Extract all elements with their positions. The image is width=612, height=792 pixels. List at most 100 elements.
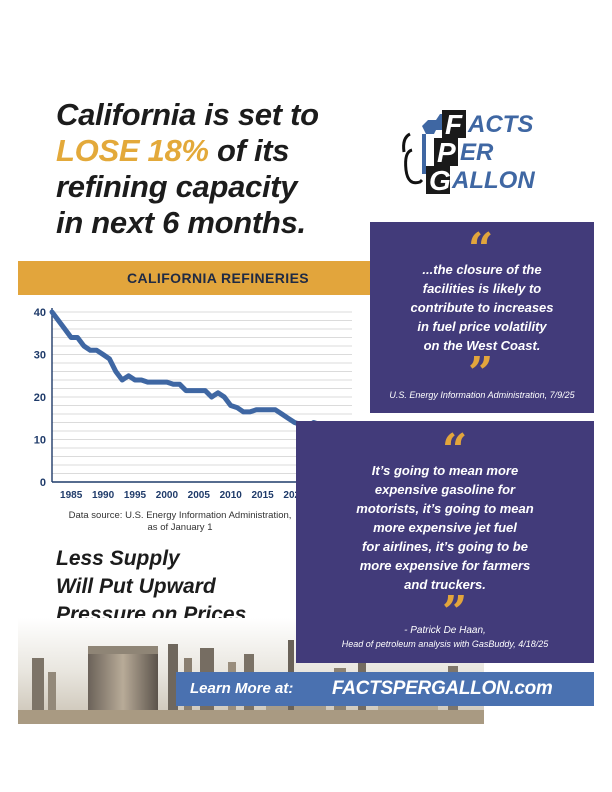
chart-data-point (280, 412, 283, 416)
logo-initial-p: P (437, 137, 456, 168)
chart-data-point (76, 336, 79, 339)
chart-x-tick-label: 2000 (156, 490, 179, 501)
chart-series-line (49, 309, 329, 434)
quote2-line: more expensive jet fuel (373, 520, 517, 535)
logo-word-per: ER (460, 139, 494, 166)
chart-data-point (184, 389, 188, 392)
chart-data-point (121, 378, 124, 382)
facts-per-gallon-logo: F ACTS P ER G ALLON (402, 109, 535, 194)
chart-data-point (114, 370, 118, 373)
chart-data-point (229, 404, 232, 407)
quote1-line: in fuel price volatility (417, 319, 547, 334)
chart-data-point (133, 378, 137, 382)
chart-data-point (255, 408, 258, 411)
chart-data-point (216, 391, 220, 394)
chart-data-point (293, 421, 296, 424)
chart-data-point (274, 408, 277, 411)
chart-title: CALIFORNIA REFINERIES (126, 270, 310, 286)
chart-data-point (248, 410, 252, 414)
chart-title-band: CALIFORNIA REFINERIES (18, 261, 370, 295)
headline-highlight: LOSE 18% (56, 133, 209, 168)
logo-word-facts: ACTS (467, 111, 533, 138)
chart-data-point (235, 406, 239, 409)
quote2-line: motorists, it’s going to mean (356, 501, 534, 516)
fuel-nozzle-icon (402, 114, 442, 185)
quote2-line: and truckers. (404, 577, 486, 592)
chart-data-point (82, 344, 86, 348)
tagline-line-2: Will Put Upward (56, 575, 216, 598)
chart-data-point (210, 395, 213, 399)
chart-data-point (108, 357, 111, 360)
headline-line-3: refining capacity (56, 169, 298, 204)
chart-data-point (146, 380, 149, 384)
headline-line-1: California is set to (56, 97, 319, 132)
open-quote-icon: “ (442, 425, 468, 476)
chart-data-point (242, 410, 245, 414)
chart-data-point (95, 349, 98, 352)
chart-data-point (69, 336, 73, 339)
headline-line-4: in next 6 months. (56, 205, 306, 240)
learn-more-label: Learn More at: (190, 680, 294, 697)
chart-data-point (57, 319, 60, 322)
chart-data-point (140, 378, 143, 382)
chart-y-tick-label: 40 (34, 307, 46, 319)
chart-data-point (223, 395, 226, 399)
quote-box-eia: “ ...the closure of the facilities is li… (370, 222, 594, 413)
chart-data-point (165, 380, 169, 384)
logo-initial-g: G (429, 165, 451, 194)
chart-data-point (267, 408, 271, 411)
quote-text-gasbuddy: It’s going to mean more expensive gasoli… (304, 461, 586, 594)
learn-more-banner[interactable]: Learn More at: FACTSPERGALLON.com (176, 672, 594, 706)
quote2-line: for airlines, it’s going to be (362, 539, 528, 554)
chart-data-point (261, 408, 264, 411)
chart-data-point (50, 310, 54, 314)
website-link[interactable]: FACTSPERGALLON.com (332, 678, 553, 699)
quote-attribution-eia: U.S. Energy Information Administration, … (389, 390, 575, 400)
chart-x-tick-label: 1985 (60, 490, 83, 501)
logo-initial-f: F (445, 109, 463, 140)
headline: California is set to LOSE 18% of its ref… (56, 97, 386, 241)
quote-text-eia: ...the closure of the facilities is like… (376, 260, 588, 355)
chart-data-point (191, 389, 194, 392)
open-quote-icon: “ (468, 224, 494, 275)
close-quote-icon: ” (468, 348, 494, 399)
tagline-line-1: Less Supply (56, 547, 180, 570)
quote-attribution-title: Head of petroleum analysis with GasBuddy… (341, 639, 549, 649)
chart-data-point (159, 380, 162, 384)
chart-y-tick-label: 30 (34, 350, 46, 362)
quote2-line: It’s going to mean more (371, 463, 519, 478)
chart-y-tick-label: 10 (34, 435, 46, 447)
chart-source-line-2: as of January 1 (147, 522, 213, 533)
chart-data-point (63, 327, 66, 331)
chart-data-point (127, 374, 130, 377)
headline-line-2: of its (208, 133, 290, 168)
chart-x-tick-label: 1990 (92, 490, 115, 501)
chart-y-tick-label: 20 (34, 392, 46, 404)
chart-x-tick-label: 2005 (188, 490, 211, 501)
chart-y-tick-label: 0 (40, 477, 46, 489)
quote1-line: facilities is likely to (422, 281, 542, 296)
chart-data-point (172, 383, 175, 386)
chart-data-point (152, 380, 156, 384)
quote1-line: ...the closure of the (422, 262, 542, 277)
quote1-line: contribute to increases (410, 300, 554, 315)
logo-word-gallon: ALLON (451, 167, 535, 194)
quote-box-gasbuddy: “ It’s going to mean more expensive gaso… (296, 421, 594, 663)
chart-data-point (101, 353, 105, 356)
quote2-line: expensive gasoline for (374, 482, 516, 497)
chart-source: Data source: U.S. Energy Information Adm… (50, 510, 310, 534)
quote1-line: on the West Coast. (423, 338, 541, 353)
chart-data-point (203, 389, 207, 392)
chart-source-line-1: Data source: U.S. Energy Information Adm… (68, 510, 292, 521)
chart-data-point (89, 349, 92, 352)
chart-data-point (197, 389, 201, 392)
chart-data-point (178, 383, 181, 386)
chart-x-tick-label: 2020 (283, 490, 306, 501)
close-quote-icon: ” (442, 587, 468, 638)
chart-x-tick-label: 2015 (252, 490, 275, 501)
tagline: Less Supply Will Put Upward Pressure on … (56, 545, 316, 629)
chart-data-point (286, 417, 290, 420)
quote2-line: more expensive for farmers (359, 558, 531, 573)
quote-attribution-name: - Patrick De Haan, (404, 625, 486, 636)
chart-x-tick-label: 1995 (124, 490, 147, 501)
